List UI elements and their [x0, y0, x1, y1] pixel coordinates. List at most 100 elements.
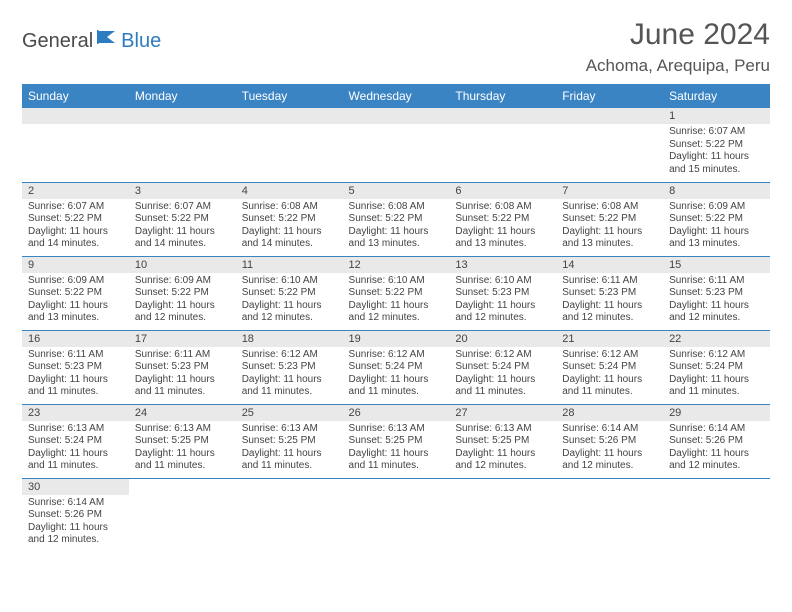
calendar-day-cell: 21Sunrise: 6:12 AMSunset: 5:24 PMDayligh…	[556, 330, 663, 404]
calendar-day-cell: 8Sunrise: 6:09 AMSunset: 5:22 PMDaylight…	[663, 182, 770, 256]
header: General Blue June 2024 Achoma, Arequipa,…	[22, 18, 770, 76]
calendar-day-cell: 16Sunrise: 6:11 AMSunset: 5:23 PMDayligh…	[22, 330, 129, 404]
calendar-day-cell: 1Sunrise: 6:07 AMSunset: 5:22 PMDaylight…	[663, 108, 770, 182]
calendar-week-row: 23Sunrise: 6:13 AMSunset: 5:24 PMDayligh…	[22, 404, 770, 478]
empty-day-header	[343, 108, 450, 124]
day-number: 11	[236, 257, 343, 273]
calendar-day-cell: 2Sunrise: 6:07 AMSunset: 5:22 PMDaylight…	[22, 182, 129, 256]
day-number: 9	[22, 257, 129, 273]
calendar-day-cell: 29Sunrise: 6:14 AMSunset: 5:26 PMDayligh…	[663, 404, 770, 478]
calendar-day-cell	[343, 108, 450, 182]
day-number: 30	[22, 479, 129, 495]
calendar-week-row: 1Sunrise: 6:07 AMSunset: 5:22 PMDaylight…	[22, 108, 770, 182]
day-content: Sunrise: 6:11 AMSunset: 5:23 PMDaylight:…	[129, 347, 236, 403]
calendar-day-cell: 3Sunrise: 6:07 AMSunset: 5:22 PMDaylight…	[129, 182, 236, 256]
day-content: Sunrise: 6:13 AMSunset: 5:24 PMDaylight:…	[22, 421, 129, 477]
calendar-day-cell: 20Sunrise: 6:12 AMSunset: 5:24 PMDayligh…	[449, 330, 556, 404]
calendar-day-cell: 27Sunrise: 6:13 AMSunset: 5:25 PMDayligh…	[449, 404, 556, 478]
logo-text-general: General	[22, 30, 93, 53]
day-content: Sunrise: 6:07 AMSunset: 5:22 PMDaylight:…	[663, 124, 770, 180]
calendar-day-cell: 12Sunrise: 6:10 AMSunset: 5:22 PMDayligh…	[343, 256, 450, 330]
empty-day-header	[236, 108, 343, 124]
calendar-header-cell: Thursday	[449, 84, 556, 108]
day-content: Sunrise: 6:11 AMSunset: 5:23 PMDaylight:…	[556, 273, 663, 329]
calendar-day-cell: 7Sunrise: 6:08 AMSunset: 5:22 PMDaylight…	[556, 182, 663, 256]
calendar-week-row: 2Sunrise: 6:07 AMSunset: 5:22 PMDaylight…	[22, 182, 770, 256]
calendar-week-row: 9Sunrise: 6:09 AMSunset: 5:22 PMDaylight…	[22, 256, 770, 330]
calendar-table: SundayMondayTuesdayWednesdayThursdayFrid…	[22, 84, 770, 552]
calendar-day-cell: 6Sunrise: 6:08 AMSunset: 5:22 PMDaylight…	[449, 182, 556, 256]
calendar-day-cell: 23Sunrise: 6:13 AMSunset: 5:24 PMDayligh…	[22, 404, 129, 478]
calendar-day-cell: 22Sunrise: 6:12 AMSunset: 5:24 PMDayligh…	[663, 330, 770, 404]
day-content: Sunrise: 6:08 AMSunset: 5:22 PMDaylight:…	[343, 199, 450, 255]
empty-day-header	[129, 108, 236, 124]
day-number: 18	[236, 331, 343, 347]
calendar-header-cell: Sunday	[22, 84, 129, 108]
calendar-day-cell: 18Sunrise: 6:12 AMSunset: 5:23 PMDayligh…	[236, 330, 343, 404]
calendar-day-cell: 5Sunrise: 6:08 AMSunset: 5:22 PMDaylight…	[343, 182, 450, 256]
day-content: Sunrise: 6:13 AMSunset: 5:25 PMDaylight:…	[129, 421, 236, 477]
day-content: Sunrise: 6:08 AMSunset: 5:22 PMDaylight:…	[449, 199, 556, 255]
calendar-day-cell	[129, 478, 236, 552]
logo: General Blue	[22, 18, 161, 55]
day-content: Sunrise: 6:13 AMSunset: 5:25 PMDaylight:…	[236, 421, 343, 477]
day-number: 12	[343, 257, 450, 273]
empty-day-header	[22, 108, 129, 124]
calendar-day-cell	[449, 478, 556, 552]
day-content: Sunrise: 6:11 AMSunset: 5:23 PMDaylight:…	[663, 273, 770, 329]
day-number: 25	[236, 405, 343, 421]
day-content: Sunrise: 6:12 AMSunset: 5:23 PMDaylight:…	[236, 347, 343, 403]
calendar-day-cell	[236, 108, 343, 182]
logo-text-blue: Blue	[121, 30, 161, 53]
day-number: 13	[449, 257, 556, 273]
calendar-day-cell: 13Sunrise: 6:10 AMSunset: 5:23 PMDayligh…	[449, 256, 556, 330]
title-block: June 2024 Achoma, Arequipa, Peru	[586, 18, 770, 76]
day-number: 16	[22, 331, 129, 347]
location-name: Achoma, Arequipa, Peru	[586, 56, 770, 76]
empty-day-header	[449, 108, 556, 124]
calendar-week-row: 30Sunrise: 6:14 AMSunset: 5:26 PMDayligh…	[22, 478, 770, 552]
calendar-header-cell: Saturday	[663, 84, 770, 108]
day-content: Sunrise: 6:14 AMSunset: 5:26 PMDaylight:…	[22, 495, 129, 551]
calendar-day-cell: 24Sunrise: 6:13 AMSunset: 5:25 PMDayligh…	[129, 404, 236, 478]
calendar-header-cell: Friday	[556, 84, 663, 108]
day-number: 15	[663, 257, 770, 273]
day-number: 17	[129, 331, 236, 347]
day-number: 2	[22, 183, 129, 199]
day-number: 29	[663, 405, 770, 421]
day-number: 22	[663, 331, 770, 347]
calendar-day-cell	[449, 108, 556, 182]
day-number: 21	[556, 331, 663, 347]
calendar-header-cell: Monday	[129, 84, 236, 108]
day-content: Sunrise: 6:12 AMSunset: 5:24 PMDaylight:…	[449, 347, 556, 403]
logo-flag-icon	[97, 28, 119, 49]
day-number: 14	[556, 257, 663, 273]
day-number: 10	[129, 257, 236, 273]
day-content: Sunrise: 6:08 AMSunset: 5:22 PMDaylight:…	[556, 199, 663, 255]
day-content: Sunrise: 6:09 AMSunset: 5:22 PMDaylight:…	[129, 273, 236, 329]
empty-day-header	[556, 108, 663, 124]
day-number: 8	[663, 183, 770, 199]
day-content: Sunrise: 6:14 AMSunset: 5:26 PMDaylight:…	[663, 421, 770, 477]
day-content: Sunrise: 6:07 AMSunset: 5:22 PMDaylight:…	[129, 199, 236, 255]
calendar-header-cell: Wednesday	[343, 84, 450, 108]
calendar-day-cell	[236, 478, 343, 552]
day-number: 5	[343, 183, 450, 199]
day-number: 20	[449, 331, 556, 347]
calendar-day-cell: 19Sunrise: 6:12 AMSunset: 5:24 PMDayligh…	[343, 330, 450, 404]
calendar-day-cell	[129, 108, 236, 182]
calendar-day-cell: 28Sunrise: 6:14 AMSunset: 5:26 PMDayligh…	[556, 404, 663, 478]
calendar-header-row: SundayMondayTuesdayWednesdayThursdayFrid…	[22, 84, 770, 108]
day-content: Sunrise: 6:13 AMSunset: 5:25 PMDaylight:…	[343, 421, 450, 477]
day-content: Sunrise: 6:10 AMSunset: 5:22 PMDaylight:…	[236, 273, 343, 329]
calendar-day-cell: 4Sunrise: 6:08 AMSunset: 5:22 PMDaylight…	[236, 182, 343, 256]
day-content: Sunrise: 6:12 AMSunset: 5:24 PMDaylight:…	[556, 347, 663, 403]
day-content: Sunrise: 6:12 AMSunset: 5:24 PMDaylight:…	[663, 347, 770, 403]
day-number: 6	[449, 183, 556, 199]
day-content: Sunrise: 6:09 AMSunset: 5:22 PMDaylight:…	[22, 273, 129, 329]
calendar-day-cell	[556, 478, 663, 552]
page-title: June 2024	[586, 18, 770, 52]
calendar-day-cell: 10Sunrise: 6:09 AMSunset: 5:22 PMDayligh…	[129, 256, 236, 330]
day-number: 26	[343, 405, 450, 421]
day-number: 4	[236, 183, 343, 199]
